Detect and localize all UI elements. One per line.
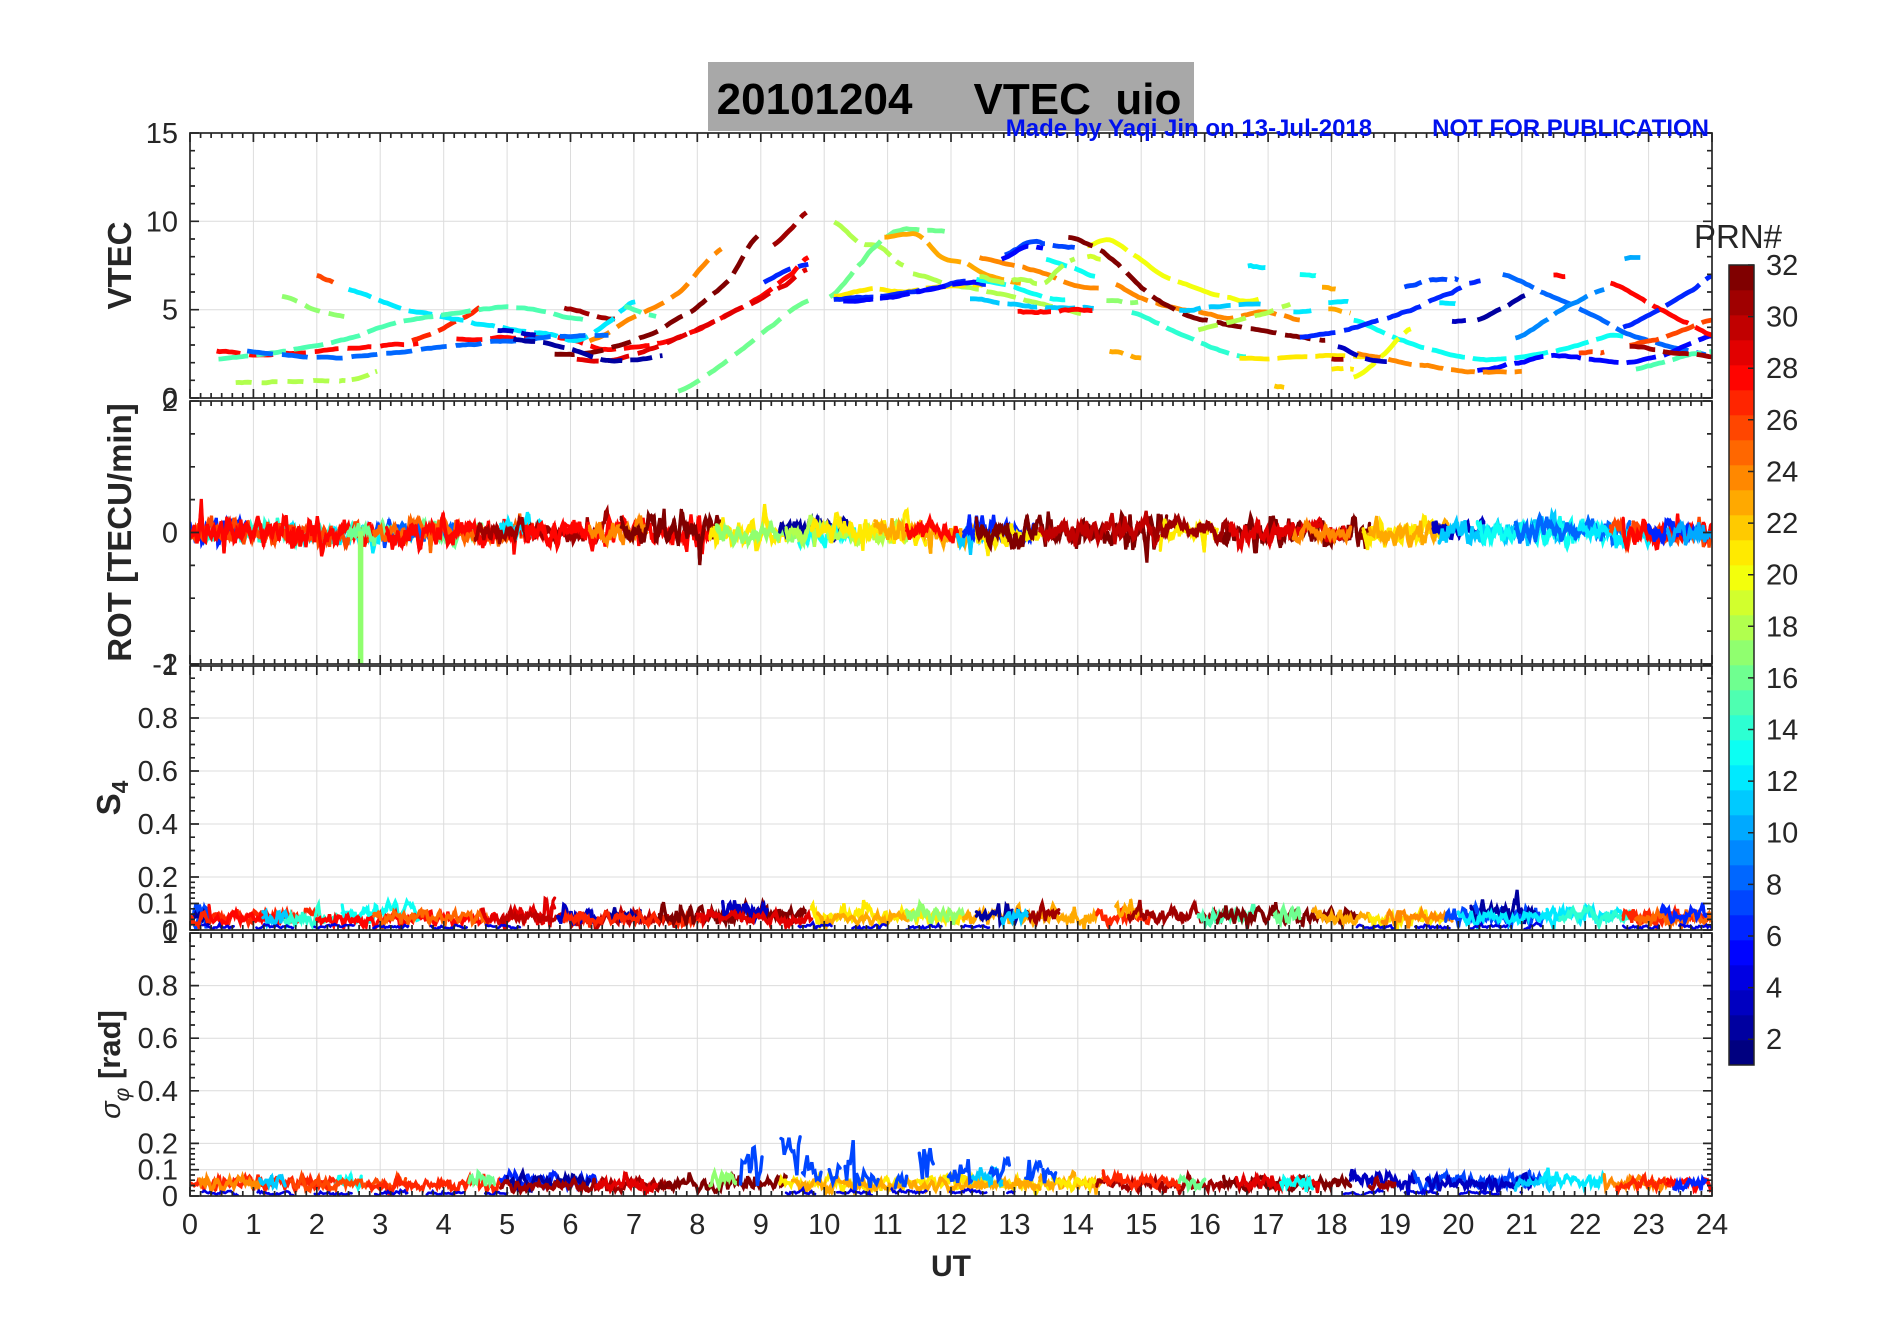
svg-text:16: 16 <box>1189 1209 1221 1241</box>
svg-text:1: 1 <box>245 1209 261 1241</box>
svg-text:24: 24 <box>1766 457 1798 489</box>
svg-text:3: 3 <box>372 1209 388 1241</box>
svg-text:8: 8 <box>1766 869 1782 901</box>
svg-text:0: 0 <box>162 518 178 550</box>
svg-text:10: 10 <box>1766 818 1798 850</box>
svg-text:0.1: 0.1 <box>138 1155 178 1187</box>
svg-text:21: 21 <box>1506 1209 1538 1241</box>
svg-text:UT: UT <box>931 1250 971 1283</box>
svg-text:0: 0 <box>162 1181 178 1213</box>
svg-text:5: 5 <box>499 1209 515 1241</box>
svg-text:PRN#: PRN# <box>1694 218 1783 255</box>
svg-text:30: 30 <box>1766 302 1798 334</box>
svg-text:20: 20 <box>1442 1209 1474 1241</box>
svg-text:1: 1 <box>162 650 178 682</box>
svg-text:22: 22 <box>1766 508 1798 540</box>
svg-text:12: 12 <box>1766 766 1798 798</box>
svg-text:4: 4 <box>1766 973 1782 1005</box>
svg-text:0.4: 0.4 <box>138 1076 178 1108</box>
svg-text:16: 16 <box>1766 663 1798 695</box>
svg-text:0.6: 0.6 <box>138 1023 178 1055</box>
svg-text:4: 4 <box>436 1209 452 1241</box>
svg-text:10: 10 <box>146 206 178 238</box>
svg-text:8: 8 <box>689 1209 705 1241</box>
svg-text:ROT [TECU/min]: ROT [TECU/min] <box>101 403 138 661</box>
svg-text:11: 11 <box>873 1209 903 1241</box>
svg-text:12: 12 <box>935 1209 967 1241</box>
svg-text:9: 9 <box>753 1209 769 1241</box>
svg-text:18: 18 <box>1315 1209 1347 1241</box>
svg-text:0.8: 0.8 <box>138 971 178 1003</box>
svg-text:13: 13 <box>998 1209 1030 1241</box>
svg-text:0: 0 <box>162 915 178 947</box>
svg-text:23: 23 <box>1632 1209 1664 1241</box>
svg-text:18: 18 <box>1766 611 1798 643</box>
svg-text:14: 14 <box>1062 1209 1094 1241</box>
svg-text:2: 2 <box>1766 1024 1782 1056</box>
svg-text:22: 22 <box>1569 1209 1601 1241</box>
svg-text:20: 20 <box>1766 560 1798 592</box>
svg-text:0.6: 0.6 <box>138 756 178 788</box>
svg-text:0.8: 0.8 <box>138 703 178 735</box>
svg-text:1: 1 <box>162 918 178 950</box>
svg-text:20101204 VTEC uio: 20101204 VTEC uio <box>717 75 1182 124</box>
svg-text:28: 28 <box>1766 353 1798 385</box>
svg-text:0.2: 0.2 <box>138 1128 178 1160</box>
svg-text:6: 6 <box>562 1209 578 1241</box>
svg-text:0.4: 0.4 <box>138 809 178 841</box>
svg-text:σφ [rad]: σφ [rad] <box>92 1010 134 1119</box>
svg-text:Made by Yaqi Jin on 13-Jul-201: Made by Yaqi Jin on 13-Jul-2018 NOT FOR … <box>1006 115 1709 142</box>
svg-text:2: 2 <box>309 1209 325 1241</box>
svg-text:0: 0 <box>162 383 178 415</box>
svg-text:32: 32 <box>1766 250 1798 282</box>
svg-text:0.2: 0.2 <box>138 862 178 894</box>
svg-text:15: 15 <box>146 118 178 150</box>
svg-text:7: 7 <box>626 1209 642 1241</box>
svg-text:15: 15 <box>1125 1209 1157 1241</box>
svg-text:-2: -2 <box>152 649 178 681</box>
svg-text:19: 19 <box>1379 1209 1411 1241</box>
svg-text:0: 0 <box>182 1209 198 1241</box>
svg-text:VTEC: VTEC <box>101 221 138 309</box>
svg-text:24: 24 <box>1696 1209 1728 1241</box>
svg-text:0.1: 0.1 <box>138 889 178 921</box>
svg-text:26: 26 <box>1766 405 1798 437</box>
svg-text:10: 10 <box>808 1209 840 1241</box>
svg-text:2: 2 <box>162 386 178 418</box>
svg-text:14: 14 <box>1766 715 1798 747</box>
svg-text:6: 6 <box>1766 921 1782 953</box>
svg-text:17: 17 <box>1252 1209 1284 1241</box>
svg-text:5: 5 <box>162 295 178 327</box>
